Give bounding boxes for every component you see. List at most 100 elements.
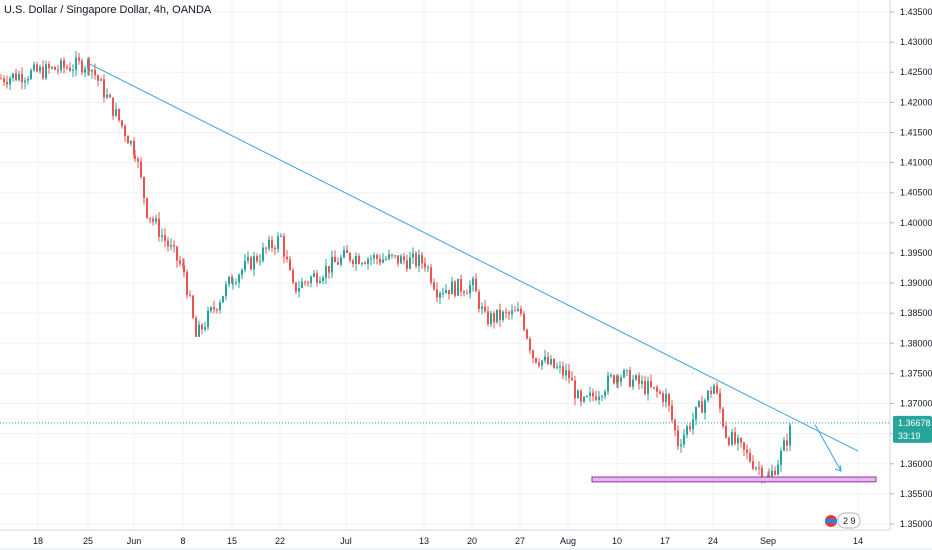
candle-body: [259, 260, 261, 262]
candle-body: [346, 250, 348, 253]
candle-body: [376, 255, 378, 259]
price-label: 1.41500: [900, 127, 932, 137]
candle-body: [198, 324, 200, 337]
candle-body: [3, 78, 5, 83]
candle-body: [361, 263, 363, 265]
candle-body: [580, 390, 582, 402]
candle-body: [695, 406, 697, 420]
candle-body: [448, 290, 450, 295]
candle-body: [610, 375, 612, 377]
candle-body: [298, 287, 300, 292]
candle-body: [238, 274, 240, 283]
descending-trendline[interactable]: [87, 62, 859, 452]
candle-body: [370, 258, 372, 260]
events-badge[interactable]: 2 9: [825, 512, 861, 529]
candle-body: [274, 247, 276, 250]
candle-body: [337, 262, 339, 265]
candle-body: [629, 369, 631, 387]
grid: [0, 0, 890, 530]
candle-body: [725, 426, 727, 438]
candle-body: [412, 253, 414, 258]
candle-body: [496, 309, 498, 322]
candle-body: [592, 392, 594, 397]
candle-body: [322, 277, 324, 281]
candle-body: [78, 57, 80, 61]
candle-body: [45, 64, 47, 79]
candle-body: [451, 281, 453, 295]
candle-body: [406, 260, 408, 269]
candle-body: [244, 260, 246, 270]
candle-body: [490, 313, 492, 325]
candle-body: [472, 278, 474, 286]
candle-body: [550, 358, 552, 365]
candle-body: [134, 155, 136, 159]
candle-body: [304, 281, 306, 283]
candle-body: [478, 291, 480, 309]
candle-body: [349, 252, 351, 261]
candle-body: [262, 247, 264, 261]
candle-body: [728, 437, 730, 445]
candle-body: [692, 419, 694, 430]
candle-body: [647, 381, 649, 394]
time-label: 27: [515, 536, 525, 546]
candle-body: [755, 467, 757, 469]
candle-body: [204, 327, 206, 330]
time-label: 15: [227, 536, 237, 546]
projection-arrow[interactable]: [814, 424, 842, 472]
time-label: 17: [660, 536, 670, 546]
candle-body: [734, 432, 736, 444]
candle-body: [484, 306, 486, 312]
time-axis[interactable]: [0, 530, 890, 550]
candle-body: [713, 385, 715, 394]
price-axis[interactable]: [890, 0, 932, 530]
candle-body: [15, 73, 17, 81]
candle-body: [397, 255, 399, 264]
candle-body: [210, 307, 212, 311]
candle-body: [568, 370, 570, 379]
candle-body: [112, 97, 114, 116]
candle-body: [698, 401, 700, 407]
candle-body: [514, 310, 516, 312]
candle-body: [457, 278, 459, 296]
candle-body: [48, 64, 50, 69]
candle-body: [364, 263, 366, 265]
candle-body: [232, 283, 234, 285]
candle-body: [752, 461, 754, 469]
candle-body: [460, 278, 462, 292]
candle-body: [103, 79, 105, 98]
candle-body: [632, 379, 634, 387]
candle-body: [409, 257, 411, 269]
candle-body: [69, 67, 71, 71]
candle-body: [442, 292, 444, 294]
time-label: 18: [33, 536, 43, 546]
candle-body: [301, 281, 303, 288]
candle-body: [400, 256, 402, 264]
candle-body: [39, 66, 41, 72]
candle-body: [761, 468, 763, 480]
candle-body: [780, 450, 782, 465]
candle-body: [286, 256, 288, 260]
candle-body: [295, 282, 297, 292]
candle-body: [586, 396, 588, 398]
time-axis-labels: 18 25 Jun 8 15 22 Jul 13 20 27 Aug 10 17 24 Sep 14: [33, 536, 863, 546]
candle-body: [121, 120, 123, 127]
candle-body: [127, 136, 129, 144]
candle-body: [179, 260, 181, 264]
candle-body: [9, 78, 11, 85]
candle-body: [189, 295, 191, 297]
candle-body: [334, 256, 336, 263]
candle-body: [271, 239, 273, 248]
candle-body: [161, 235, 163, 237]
candle-body: [743, 442, 745, 450]
time-label: 14: [853, 536, 863, 546]
support-zone[interactable]: [591, 476, 877, 483]
candle-body: [771, 470, 773, 477]
candle-body: [280, 236, 282, 238]
price-label: 1.37000: [900, 399, 932, 409]
candle-body: [192, 295, 194, 318]
price-label: 1.38500: [900, 308, 932, 318]
candle-body: [310, 276, 312, 284]
candle-body: [21, 74, 23, 83]
candle-body: [216, 309, 218, 311]
